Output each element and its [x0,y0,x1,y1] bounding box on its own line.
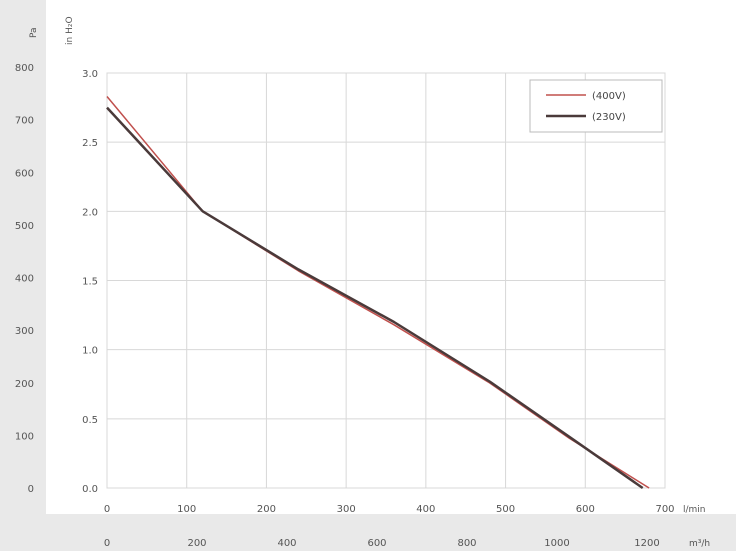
y-inner-tick-label: 0.5 [82,415,98,426]
ticks: 0 100 200 300 400 500 600 700 0.0 0.5 1.0 1.5 2.0 2.5… [15,63,675,549]
y-outer-tick-label: 100 [15,431,34,442]
y-outer-tick-label: 300 [15,326,34,337]
x-top-tick-label: 500 [496,504,515,515]
x-bottom-tick-label: 800 [457,538,476,549]
y-outer-tick-label: 500 [15,221,34,232]
x-bottom-tick-label: 1200 [634,538,659,549]
y-outer-unit: Pa [29,27,39,38]
legend-box [529,79,663,133]
x-top-tick-label: 100 [177,504,196,515]
x-top-tick-label: 200 [257,504,276,515]
series-line-230v [106,106,644,490]
x-top-tick-label: 600 [576,504,595,515]
x-bottom-tick-label: 1000 [544,538,569,549]
y-outer-tick-label: 700 [15,116,34,127]
legend-label-230v: (230V) [592,112,626,123]
y-outer-tick-label: 600 [15,168,34,179]
x-top-tick-label: 300 [337,504,356,515]
x-top-tick-label: 700 [655,504,674,515]
legend-label-400v: (400V) [592,91,626,102]
y-outer-tick-label: 0 [28,484,34,495]
y-inner-tick-label: 2.0 [82,207,98,218]
x-top-tick-label: 0 [104,504,110,515]
y-outer-tick-label: 200 [15,379,34,390]
y-outer-tick-label: 400 [15,274,34,285]
x-bottom-tick-label: 200 [187,538,206,549]
y-inner-tick-label: 0.0 [82,484,98,495]
x-bottom-tick-label: 0 [104,538,110,549]
y-inner-tick-label: 2.5 [82,138,98,149]
x-bottom-tick-label: 600 [367,538,386,549]
x-top-tick-label: 400 [416,504,435,515]
grid [106,72,666,489]
bottom-axis-band [0,514,736,551]
y-inner-tick-label: 1.0 [82,346,98,357]
legend: (400V) (230V) [529,79,663,133]
x-top-unit: l/min [683,505,706,515]
x-bottom-unit: m³/h [689,539,710,549]
y-inner-unit: in H₂O [65,16,75,45]
y-outer-tick-label: 800 [15,63,34,74]
y-inner-tick-label: 1.5 [82,277,98,288]
x-bottom-tick-label: 400 [277,538,296,549]
series-group [106,96,650,490]
y-inner-tick-label: 3.0 [82,69,98,80]
left-axis-band [0,0,46,551]
